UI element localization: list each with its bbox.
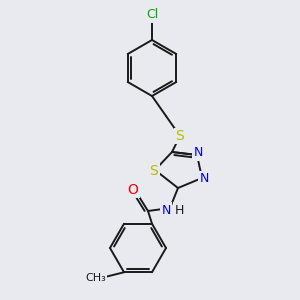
Text: S: S [176, 129, 184, 143]
Text: H: H [174, 203, 184, 217]
Text: N: N [161, 203, 171, 217]
Text: N: N [193, 146, 203, 160]
Text: CH₃: CH₃ [85, 273, 106, 283]
Text: S: S [176, 129, 184, 143]
Text: S: S [150, 164, 158, 178]
Text: N: N [199, 172, 209, 185]
Text: O: O [128, 183, 138, 197]
Text: Cl: Cl [146, 8, 158, 22]
